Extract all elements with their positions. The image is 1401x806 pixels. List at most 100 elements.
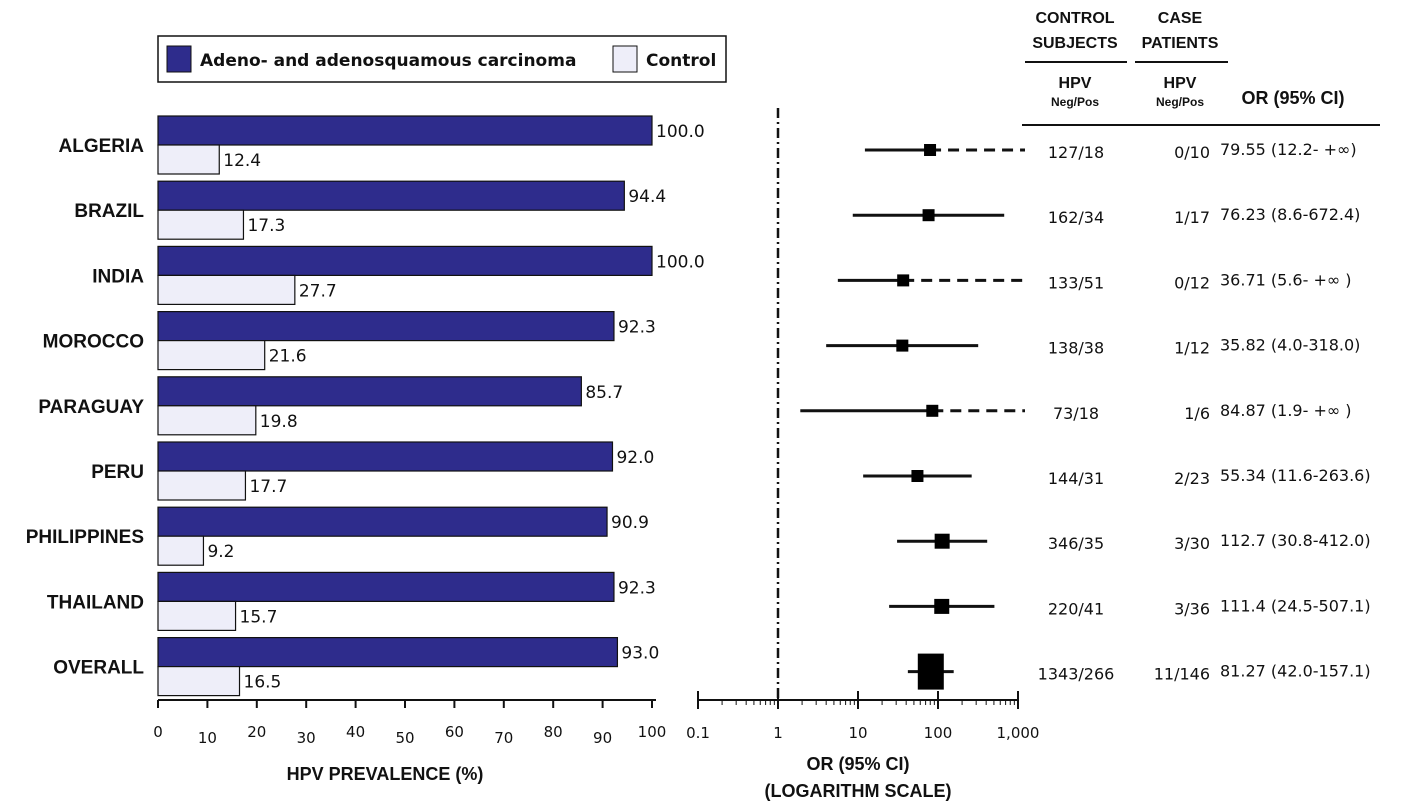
value-label-control-peru: 17.7 xyxy=(249,477,287,497)
value-label-carcinoma-peru: 92.0 xyxy=(616,448,654,468)
bar-carcinoma-paraguay xyxy=(157,376,582,407)
category-label-brazil: BRAZIL xyxy=(74,201,144,222)
or-marker-paraguay xyxy=(926,404,939,417)
value-label-control-thailand: 15.7 xyxy=(240,607,278,627)
category-label-morocco: MOROCCO xyxy=(43,332,144,353)
forest-x-axis-label-1: OR (95% CI) xyxy=(806,754,909,774)
category-label-peru: PERU xyxy=(91,462,144,483)
bar-x-tick-label: 30 xyxy=(297,729,316,747)
table-cell-control: 127/18 xyxy=(1048,143,1104,162)
table-cell-or-ci: 81.27 (42.0-157.1) xyxy=(1220,662,1371,681)
bar-carcinoma-peru xyxy=(157,441,614,472)
table-cell-case: 3/30 xyxy=(1174,534,1210,553)
table-cell-control: 133/51 xyxy=(1048,273,1104,292)
table-cell-control: 138/38 xyxy=(1048,339,1104,358)
value-label-carcinoma-india: 100.0 xyxy=(656,252,705,272)
bar-x-axis-label: HPV PREVALENCE (%) xyxy=(287,764,484,784)
bar-control-thailand xyxy=(157,600,237,632)
legend-swatch-carcinoma xyxy=(166,45,192,73)
forest-x-tick-label: 100 xyxy=(924,724,953,742)
value-label-control-brazil: 17.3 xyxy=(247,216,285,236)
or-marker-morocco xyxy=(896,339,909,352)
forest-x-tick-label: 0.1 xyxy=(686,724,710,742)
bar-carcinoma-brazil xyxy=(157,180,625,211)
bar-x-ticks: 0 10 20 30 40 50 60 70 80 90 100 xyxy=(153,700,666,747)
table-cell-or-ci: 111.4 (24.5-507.1) xyxy=(1220,596,1371,615)
header-negpos-control: Neg/Pos xyxy=(1051,95,1099,109)
or-marker-peru xyxy=(911,470,924,482)
value-label-control-india: 27.7 xyxy=(299,281,337,301)
forest-x-axis: 0.1 1 10 100 1,000 OR (95% CI) (LOGARITHM SC… xyxy=(686,108,1039,801)
bar-control-algeria xyxy=(157,144,220,175)
value-label-carcinoma-brazil: 94.4 xyxy=(628,187,666,207)
table-cell-case: 1/17 xyxy=(1174,208,1210,227)
or-marker-overall xyxy=(917,653,944,690)
forest-x-tick-label: 1 xyxy=(773,724,783,742)
table-cell-case: 0/12 xyxy=(1174,273,1210,292)
or-marker-philippines xyxy=(934,533,950,549)
bar-x-tick-label: 50 xyxy=(395,729,414,747)
value-label-carcinoma-algeria: 100.0 xyxy=(656,122,705,142)
table-header: CONTROL SUBJECTS CASE PATIENTS HPV Neg/P… xyxy=(1022,10,1380,126)
or-marker-thailand xyxy=(934,598,950,614)
bar-x-tick-label: 70 xyxy=(494,729,513,747)
table-cell-case: 1/12 xyxy=(1174,339,1210,358)
value-label-carcinoma-philippines: 90.9 xyxy=(611,513,649,533)
table-cell-control: 220/41 xyxy=(1048,599,1104,618)
table-cell-case: 0/10 xyxy=(1174,143,1210,162)
or-marker-algeria xyxy=(924,144,937,156)
bar-control-overall xyxy=(157,665,241,697)
bar-carcinoma-philippines xyxy=(157,506,608,537)
bar-x-tick-label: 60 xyxy=(445,723,464,741)
bar-carcinoma-india xyxy=(157,245,653,276)
table-cell-or-ci: 55.34 (11.6-263.6) xyxy=(1220,466,1371,485)
value-label-control-paraguay: 19.8 xyxy=(260,412,298,432)
forest-x-axis-label-2: (LOGARITHM SCALE) xyxy=(765,781,952,801)
table-cell-or-ci: 35.82 (4.0-318.0) xyxy=(1220,336,1360,355)
table-cell-control: 144/31 xyxy=(1048,469,1104,488)
bar-control-paraguay xyxy=(157,405,257,436)
category-label-paraguay: PARAGUAY xyxy=(38,397,144,418)
category-label-algeria: ALGERIA xyxy=(59,136,145,157)
table-cell-or-ci: 112.7 (30.8-412.0) xyxy=(1220,531,1371,550)
bar-plot-area: ALGERIA 100.0 12.4 BRAZIL 94.4 17.3 INDIA 100.0… xyxy=(26,115,705,697)
bar-x-tick-label: 10 xyxy=(198,729,217,747)
header-hpv-control: HPV xyxy=(1059,75,1092,92)
bar-control-india xyxy=(157,274,296,305)
legend: Adeno- and adenosquamous carcinoma Contr… xyxy=(157,35,727,83)
bar-control-peru xyxy=(157,470,247,501)
forest-x-ticks: 0.1 1 10 100 1,000 xyxy=(686,691,1039,742)
bar-x-axis: 0 10 20 30 40 50 60 70 80 90 100 HPV PREVALENCE (%… xyxy=(153,699,666,784)
value-label-carcinoma-thailand: 92.3 xyxy=(618,578,656,598)
table-cell-case: 3/36 xyxy=(1174,599,1210,618)
category-label-philippines: PHILIPPINES xyxy=(26,527,144,548)
table-cell-control: 346/35 xyxy=(1048,534,1104,553)
category-label-overall: OVERALL xyxy=(53,658,144,679)
header-or-ci: OR (95% CI) xyxy=(1241,88,1344,108)
bar-carcinoma-morocco xyxy=(157,311,615,342)
bar-x-tick-label: 0 xyxy=(153,723,163,741)
bar-x-tick-label: 40 xyxy=(346,723,365,741)
bar-x-tick-label: 80 xyxy=(544,723,563,741)
header-case-line2: PATIENTS xyxy=(1142,35,1219,52)
table-cell-or-ci: 76.23 (8.6-672.4) xyxy=(1220,205,1360,224)
table-cell-or-ci: 36.71 (5.6- +∞ ) xyxy=(1220,270,1352,289)
value-label-control-overall: 16.5 xyxy=(244,673,282,693)
table-body: 127/18 0/10 79.55 (12.2- +∞) 162/34 1/17 76.2… xyxy=(1038,140,1371,684)
bar-carcinoma-overall xyxy=(157,636,619,668)
table-cell-control: 162/34 xyxy=(1048,208,1104,227)
bar-x-tick-label: 20 xyxy=(247,723,266,741)
table-cell-or-ci: 84.87 (1.9- +∞ ) xyxy=(1220,401,1352,420)
table-cell-case: 1/6 xyxy=(1184,404,1210,423)
bar-control-philippines xyxy=(157,535,205,566)
table-cell-case: 11/146 xyxy=(1154,665,1210,684)
bar-carcinoma-thailand xyxy=(157,571,615,603)
header-control-line1: CONTROL xyxy=(1035,10,1114,27)
bar-x-tick-label: 100 xyxy=(638,723,667,741)
value-label-carcinoma-paraguay: 85.7 xyxy=(585,383,623,403)
forest-x-tick-label: 1,000 xyxy=(997,724,1040,742)
header-control-line2: SUBJECTS xyxy=(1032,35,1118,52)
bar-carcinoma-algeria xyxy=(157,115,653,146)
value-label-control-algeria: 12.4 xyxy=(223,151,261,171)
